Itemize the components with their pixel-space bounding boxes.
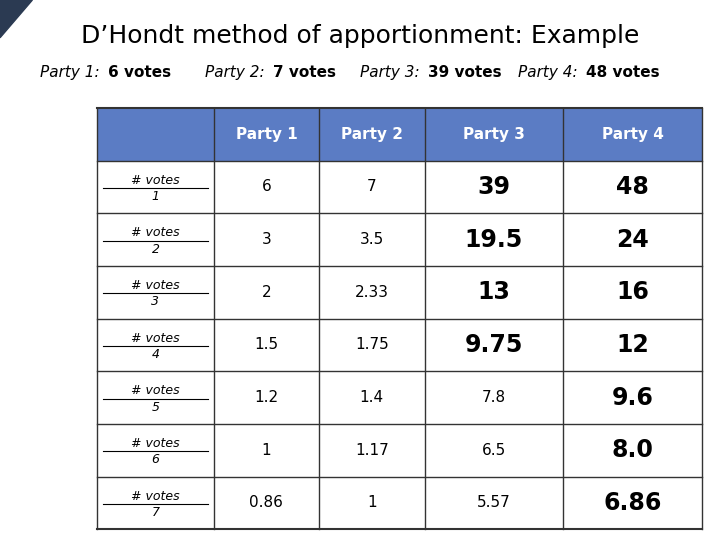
Text: Party 2:: Party 2: [205,65,270,80]
Text: 3: 3 [151,295,159,308]
Text: 6 votes: 6 votes [108,65,171,80]
Text: 1.2: 1.2 [254,390,279,405]
Text: Party 4:: Party 4: [518,65,583,80]
Text: 6: 6 [261,179,271,194]
Text: 1: 1 [367,495,377,510]
Text: 7 votes: 7 votes [273,65,336,80]
Text: 3: 3 [261,232,271,247]
Text: 2.33: 2.33 [355,285,389,300]
Text: Party 1:: Party 1: [40,65,104,80]
Text: 48 votes: 48 votes [587,65,660,80]
Text: 5.57: 5.57 [477,495,510,510]
Text: 7: 7 [367,179,377,194]
Text: 9.6: 9.6 [612,386,654,409]
Text: 1: 1 [261,443,271,458]
Text: 48: 48 [616,175,649,199]
Text: 24: 24 [616,228,649,252]
Text: Party 3:: Party 3: [360,65,425,80]
Text: D’Hondt method of apportionment: Example: D’Hondt method of apportionment: Example [81,24,639,48]
Text: 5: 5 [151,401,159,414]
Text: Party 4: Party 4 [602,127,664,142]
Text: # votes: # votes [131,226,180,239]
Text: 7.8: 7.8 [482,390,506,405]
Bar [97,108,702,529]
Text: Party 1: Party 1 [235,127,297,142]
Text: 2: 2 [261,285,271,300]
Text: 6.86: 6.86 [603,491,662,515]
Text: 0.86: 0.86 [250,495,284,510]
Text: # votes: # votes [131,384,180,397]
Text: 1.75: 1.75 [355,338,389,353]
Text: # votes: # votes [131,437,180,450]
Text: 1.17: 1.17 [355,443,389,458]
Text: 1.5: 1.5 [254,338,279,353]
Text: 12: 12 [616,333,649,357]
Bar [214,108,702,160]
Text: 7: 7 [151,506,159,519]
Text: 4: 4 [151,348,159,361]
Text: 8.0: 8.0 [612,438,654,462]
Text: 3.5: 3.5 [360,232,384,247]
Text: 2: 2 [151,242,159,255]
Text: # votes: # votes [131,332,180,345]
Text: 39 votes: 39 votes [428,65,502,80]
Text: 13: 13 [477,280,510,304]
Text: # votes: # votes [131,174,180,187]
Bar [97,108,214,160]
Polygon shape [0,0,32,38]
Text: 9.75: 9.75 [464,333,523,357]
Text: Party 3: Party 3 [463,127,525,142]
Text: 39: 39 [477,175,510,199]
Text: 6: 6 [151,453,159,466]
Text: # votes: # votes [131,279,180,292]
Text: 16: 16 [616,280,649,304]
Text: 1: 1 [151,190,159,203]
Text: Party 2: Party 2 [341,127,403,142]
Text: 6.5: 6.5 [482,443,506,458]
Text: # votes: # votes [131,490,180,503]
Text: 19.5: 19.5 [465,228,523,252]
Text: 1.4: 1.4 [360,390,384,405]
